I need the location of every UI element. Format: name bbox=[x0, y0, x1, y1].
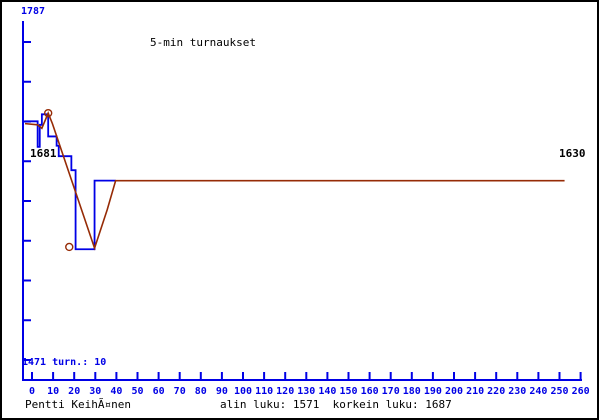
x-tick-label: 10 bbox=[47, 386, 59, 397]
start-value-label: 1681 bbox=[30, 147, 57, 160]
x-tick-label: 150 bbox=[339, 386, 357, 397]
x-tick-label: 240 bbox=[529, 386, 547, 397]
x-tick-label: 110 bbox=[255, 386, 273, 397]
x-tick-label: 260 bbox=[572, 386, 590, 397]
series-steps bbox=[25, 113, 116, 251]
x-tick-label: 130 bbox=[297, 386, 315, 397]
series-smoothed bbox=[24, 111, 565, 251]
x-tick-label: 180 bbox=[403, 386, 421, 397]
y-axis-max-label: 1787 bbox=[21, 6, 46, 17]
x-tick-label: 200 bbox=[445, 386, 463, 397]
x-tick-label: 160 bbox=[361, 386, 379, 397]
x-tick-label: 140 bbox=[318, 386, 336, 397]
x-tick-label: 40 bbox=[110, 386, 122, 397]
x-tick-label: 90 bbox=[216, 386, 228, 397]
x-tick-label: 30 bbox=[89, 386, 101, 397]
x-tick-label: 100 bbox=[234, 386, 252, 397]
x-tick-label: 250 bbox=[550, 386, 568, 397]
x-tick-label: 230 bbox=[508, 386, 526, 397]
x-tick-label: 170 bbox=[382, 386, 400, 397]
x-tick-label: 220 bbox=[487, 386, 505, 397]
x-tick-label: 60 bbox=[153, 386, 165, 397]
x-tick-label: 70 bbox=[174, 386, 186, 397]
end-value-label: 1630 bbox=[559, 147, 586, 160]
extreme-marker-korkein bbox=[43, 108, 53, 118]
stats-text: alin luku: 1571 korkein luku: 1687 bbox=[220, 398, 452, 411]
extreme-marker-alin bbox=[65, 242, 74, 252]
y-axis-min-label: 1471 turn.: 10 bbox=[22, 357, 107, 368]
chart-title: 5-min turnaukset bbox=[150, 36, 256, 49]
x-tick-label: 190 bbox=[424, 386, 442, 397]
x-tick-label: 120 bbox=[276, 386, 294, 397]
x-tick-label: 50 bbox=[131, 386, 143, 397]
player-name: Pentti KeihÃ¤nen bbox=[25, 398, 131, 411]
x-tick-label: 0 bbox=[29, 386, 35, 397]
x-tick-label: 80 bbox=[195, 386, 207, 397]
x-tick-label: 20 bbox=[68, 386, 80, 397]
x-tick-label: 210 bbox=[466, 386, 484, 397]
